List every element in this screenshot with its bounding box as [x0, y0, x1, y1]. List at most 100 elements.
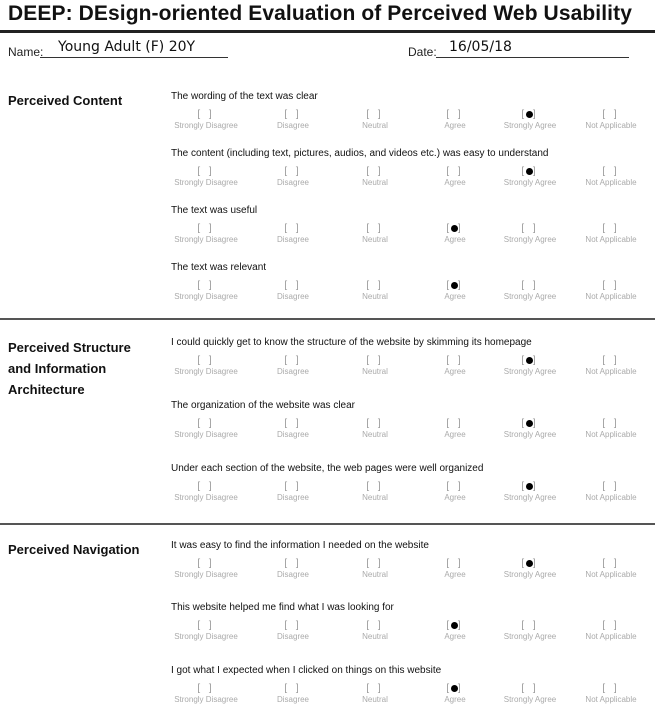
- rating-option[interactable]: [ ] Strongly Agree: [490, 558, 570, 580]
- rating-option[interactable]: [ ] Strongly Disagree: [166, 166, 246, 188]
- rating-checkbox[interactable]: [ ]: [602, 355, 620, 366]
- rating-checkbox[interactable]: [ ]: [197, 355, 215, 366]
- rating-checkbox[interactable]: [ ]: [284, 166, 302, 177]
- rating-option[interactable]: [ ] Strongly Disagree: [166, 223, 246, 245]
- rating-option[interactable]: [ ] Agree: [415, 109, 495, 131]
- rating-checkbox[interactable]: [ ]: [366, 355, 384, 366]
- rating-option[interactable]: [ ] Strongly Disagree: [166, 109, 246, 131]
- rating-option[interactable]: [ ] Strongly Agree: [490, 481, 570, 503]
- rating-checkbox[interactable]: [ ]: [197, 683, 215, 694]
- rating-option[interactable]: [ ] Strongly Disagree: [166, 418, 246, 440]
- rating-option[interactable]: [ ] Strongly Disagree: [166, 558, 246, 580]
- rating-checkbox[interactable]: [ ]: [284, 481, 302, 492]
- rating-checkbox[interactable]: [ ]: [602, 280, 620, 291]
- rating-checkbox[interactable]: [ ]: [446, 166, 464, 177]
- rating-option[interactable]: [ ] Strongly Disagree: [166, 683, 246, 705]
- rating-checkbox[interactable]: [ ]: [284, 109, 302, 120]
- rating-option[interactable]: [ ] Agree: [415, 558, 495, 580]
- rating-option[interactable]: [ ] Neutral: [335, 109, 415, 131]
- rating-checkbox[interactable]: [ ]: [284, 355, 302, 366]
- rating-option[interactable]: [ ] Neutral: [335, 683, 415, 705]
- rating-checkbox[interactable]: [ ]: [366, 109, 384, 120]
- rating-checkbox[interactable]: [ ]: [602, 166, 620, 177]
- rating-option[interactable]: [ ] Strongly Agree: [490, 109, 570, 131]
- rating-option[interactable]: [ ] Not Applicable: [571, 355, 651, 377]
- rating-checkbox[interactable]: [ ]: [446, 109, 464, 120]
- rating-option[interactable]: [ ] Not Applicable: [571, 620, 651, 642]
- rating-option[interactable]: [ ] Not Applicable: [571, 223, 651, 245]
- rating-option[interactable]: [ ] Not Applicable: [571, 418, 651, 440]
- rating-option[interactable]: [ ] Strongly Disagree: [166, 620, 246, 642]
- rating-checkbox[interactable]: [ ]: [366, 166, 384, 177]
- rating-option[interactable]: [ ] Neutral: [335, 558, 415, 580]
- rating-checkbox[interactable]: [ ]: [366, 280, 384, 291]
- rating-option[interactable]: [ ] Not Applicable: [571, 683, 651, 705]
- rating-checkbox[interactable]: [ ]: [366, 558, 384, 569]
- rating-checkbox[interactable]: [ ]: [284, 683, 302, 694]
- rating-option[interactable]: [ ] Agree: [415, 223, 495, 245]
- rating-option[interactable]: [ ] Disagree: [253, 280, 333, 302]
- rating-checkbox[interactable]: [ ]: [284, 620, 302, 631]
- rating-option[interactable]: [ ] Agree: [415, 683, 495, 705]
- rating-checkbox[interactable]: [ ]: [602, 683, 620, 694]
- rating-option[interactable]: [ ] Disagree: [253, 620, 333, 642]
- rating-option[interactable]: [ ] Agree: [415, 418, 495, 440]
- rating-option[interactable]: [ ] Agree: [415, 280, 495, 302]
- rating-option[interactable]: [ ] Not Applicable: [571, 109, 651, 131]
- rating-option[interactable]: [ ] Disagree: [253, 166, 333, 188]
- rating-option[interactable]: [ ] Neutral: [335, 355, 415, 377]
- rating-checkbox[interactable]: [ ]: [521, 683, 539, 694]
- rating-checkbox[interactable]: [ ]: [366, 223, 384, 234]
- rating-checkbox[interactable]: [ ]: [602, 558, 620, 569]
- rating-option[interactable]: [ ] Strongly Disagree: [166, 280, 246, 302]
- rating-option[interactable]: [ ] Not Applicable: [571, 280, 651, 302]
- rating-option[interactable]: [ ] Neutral: [335, 223, 415, 245]
- rating-checkbox[interactable]: [ ]: [602, 620, 620, 631]
- rating-option[interactable]: [ ] Strongly Agree: [490, 620, 570, 642]
- rating-option[interactable]: [ ] Disagree: [253, 223, 333, 245]
- rating-checkbox[interactable]: [ ]: [197, 109, 215, 120]
- rating-option[interactable]: [ ] Strongly Disagree: [166, 355, 246, 377]
- rating-option[interactable]: [ ] Not Applicable: [571, 481, 651, 503]
- rating-option[interactable]: [ ] Neutral: [335, 166, 415, 188]
- rating-option[interactable]: [ ] Strongly Agree: [490, 166, 570, 188]
- rating-option[interactable]: [ ] Agree: [415, 355, 495, 377]
- rating-option[interactable]: [ ] Neutral: [335, 620, 415, 642]
- rating-option[interactable]: [ ] Strongly Agree: [490, 418, 570, 440]
- rating-checkbox[interactable]: [ ]: [197, 223, 215, 234]
- rating-checkbox[interactable]: [ ]: [446, 355, 464, 366]
- rating-checkbox[interactable]: [ ]: [284, 280, 302, 291]
- rating-checkbox[interactable]: [ ]: [521, 620, 539, 631]
- rating-checkbox[interactable]: [ ]: [197, 620, 215, 631]
- rating-option[interactable]: [ ] Strongly Agree: [490, 355, 570, 377]
- rating-option[interactable]: [ ] Strongly Agree: [490, 683, 570, 705]
- rating-checkbox[interactable]: [ ]: [446, 481, 464, 492]
- rating-checkbox[interactable]: [ ]: [197, 166, 215, 177]
- rating-option[interactable]: [ ] Neutral: [335, 418, 415, 440]
- rating-checkbox[interactable]: [ ]: [366, 418, 384, 429]
- date-value[interactable]: 16/05/18: [449, 39, 512, 55]
- rating-checkbox[interactable]: [ ]: [521, 223, 539, 234]
- rating-option[interactable]: [ ] Agree: [415, 620, 495, 642]
- rating-option[interactable]: [ ] Strongly Agree: [490, 223, 570, 245]
- rating-checkbox[interactable]: [ ]: [446, 418, 464, 429]
- rating-checkbox[interactable]: [ ]: [366, 481, 384, 492]
- rating-checkbox[interactable]: [ ]: [521, 280, 539, 291]
- rating-option[interactable]: [ ] Not Applicable: [571, 166, 651, 188]
- rating-checkbox[interactable]: [ ]: [197, 481, 215, 492]
- rating-option[interactable]: [ ] Agree: [415, 481, 495, 503]
- rating-option[interactable]: [ ] Disagree: [253, 109, 333, 131]
- rating-option[interactable]: [ ] Neutral: [335, 481, 415, 503]
- rating-checkbox[interactable]: [ ]: [197, 558, 215, 569]
- rating-option[interactable]: [ ] Agree: [415, 166, 495, 188]
- rating-option[interactable]: [ ] Not Applicable: [571, 558, 651, 580]
- name-value[interactable]: Young Adult (F) 20Y: [58, 39, 196, 55]
- rating-option[interactable]: [ ] Disagree: [253, 355, 333, 377]
- rating-checkbox[interactable]: [ ]: [366, 683, 384, 694]
- rating-option[interactable]: [ ] Neutral: [335, 280, 415, 302]
- rating-checkbox[interactable]: [ ]: [602, 223, 620, 234]
- rating-option[interactable]: [ ] Disagree: [253, 683, 333, 705]
- rating-option[interactable]: [ ] Strongly Disagree: [166, 481, 246, 503]
- rating-checkbox[interactable]: [ ]: [197, 280, 215, 291]
- rating-checkbox[interactable]: [ ]: [602, 418, 620, 429]
